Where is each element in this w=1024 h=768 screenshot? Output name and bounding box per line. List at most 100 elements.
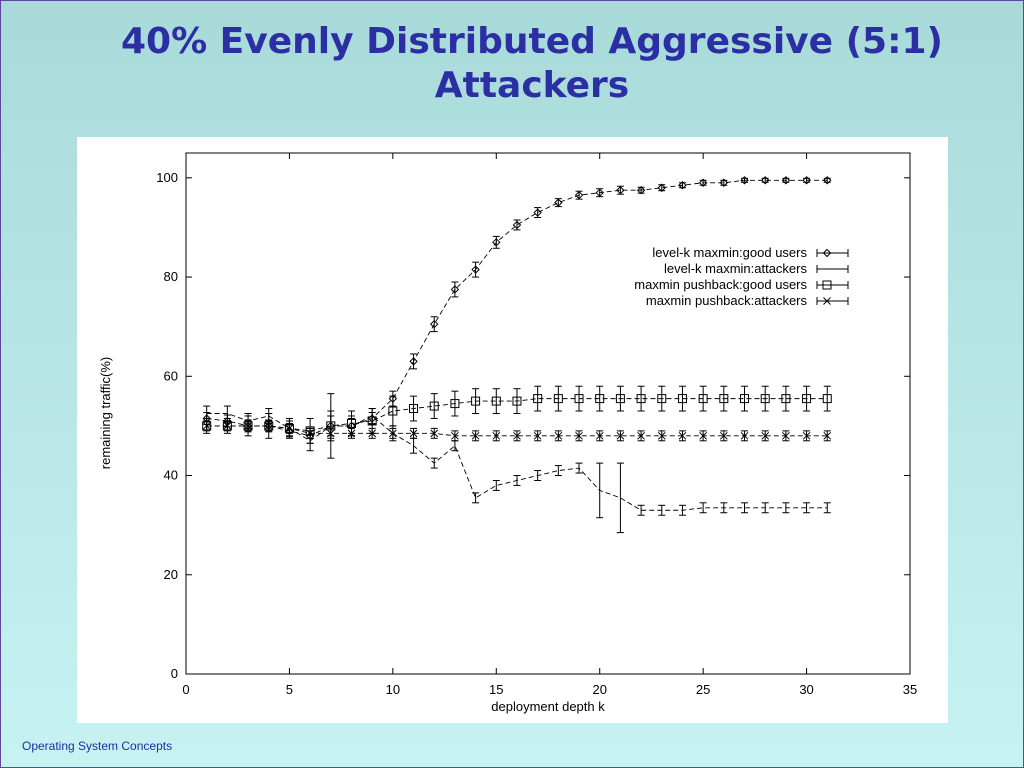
series-1-errorbar-11 (430, 457, 438, 469)
series-3-point-6 (326, 429, 335, 438)
series-3-point-17 (554, 431, 563, 440)
series-3-point-7-b (347, 429, 356, 438)
series-3-point-16 (533, 431, 542, 440)
series-3-point-22 (657, 431, 666, 440)
series-3-point-25-b (719, 431, 728, 440)
series-0-point-21 (636, 186, 646, 195)
series-2-point-8 (367, 416, 377, 426)
series-3-point-8 (368, 429, 377, 438)
series-1-errorbar-19 (596, 462, 604, 519)
series-1-errorbar-30 (823, 502, 831, 514)
series-1-errorbar-21 (637, 504, 645, 516)
series-0-errorbar-28 (782, 177, 790, 183)
legend-label-3: maxmin pushback:attackers (646, 293, 808, 308)
slide-title: 40% Evenly Distributed Aggressive (5:1) … (0, 20, 1024, 108)
series-1 (203, 393, 831, 534)
series-1-errorbar-24 (699, 502, 707, 514)
series-2-point-18 (574, 394, 584, 404)
series-3-point-14 (492, 431, 501, 440)
series-3-point-21 (637, 431, 645, 440)
series-3-point-12 (451, 431, 459, 440)
series-3-point-23-b (678, 431, 687, 440)
series-3-point-29-b (802, 431, 811, 440)
series-3-point-15-b (513, 431, 521, 440)
series-1-errorbar-23 (678, 504, 686, 516)
series-3-point-28-b (782, 431, 790, 440)
series-2-errorbar-22 (658, 385, 666, 412)
series-3-point-30 (823, 431, 832, 440)
series-3-point-1-b (223, 422, 232, 430)
series-0-point-11 (430, 319, 439, 329)
series-3-point-26-b (740, 431, 749, 440)
plot-frame (185, 152, 911, 675)
footer-text: Operating System Concepts (22, 739, 173, 753)
series-3-point-17-b (554, 431, 563, 440)
series-2-errorbar-14 (492, 388, 500, 414)
legend-marker-2 (822, 280, 832, 290)
series-1-errorbar-17 (554, 465, 562, 477)
series-3-point-22-b (657, 431, 666, 440)
series-1-line (206, 413, 828, 511)
series-3-point-12-b (451, 431, 459, 440)
series-2-errorbar-20 (616, 385, 624, 412)
series-1-errorbar-25 (720, 502, 728, 514)
series-0-errorbar-17 (554, 198, 562, 208)
series-2-point-23 (677, 394, 687, 404)
series-3-point-18-b (575, 431, 583, 440)
series-3-point-5 (306, 429, 314, 438)
legend-label-2: maxmin pushback:good users (634, 277, 807, 292)
y-axis-label: remaining traffic(%) (98, 357, 113, 469)
series-2-errorbar-24 (699, 385, 707, 412)
series-2-point-10 (409, 404, 419, 414)
series-3-point-4-b (285, 424, 294, 433)
y-tick-label-3: 60 (164, 368, 178, 383)
series-0-errorbar-27 (761, 177, 769, 183)
chart-panel: 0 5 10 15 20 25 30 35 0 20 40 60 80 100 deployment d… (77, 137, 948, 723)
series-3-point-30-b (823, 431, 832, 440)
series-0-errorbar-18 (575, 190, 583, 200)
series-3 (202, 420, 832, 442)
series-0-point-22 (657, 183, 666, 192)
series-2-point-28 (781, 394, 791, 404)
series-3-point-26 (740, 431, 749, 440)
series-0-point-20 (616, 186, 625, 195)
series-0-errorbar-24 (699, 179, 707, 186)
series-1-errorbar-27 (761, 502, 769, 514)
series-2-errorbar-23 (678, 385, 686, 412)
series-2-point-22 (657, 394, 667, 404)
series-2-point-25 (719, 394, 729, 404)
series-2-point-24 (698, 394, 708, 404)
series-3-point-6-b (326, 429, 335, 438)
x-axis-label: deployment depth k (491, 699, 605, 714)
series-0-point-23 (678, 181, 687, 190)
legend-marker-3-b (823, 297, 831, 305)
series-1-errorbar-20 (616, 462, 624, 534)
series-layer (202, 176, 832, 534)
series-2-errorbar-19 (596, 385, 604, 412)
series-2-point-15 (512, 396, 522, 406)
series-2-errorbar-26 (741, 385, 749, 412)
series-3-point-29 (802, 431, 811, 440)
series-2-point-30 (822, 394, 832, 404)
series-3-point-10-b (409, 429, 418, 438)
series-0-point-15 (512, 220, 522, 230)
legend-label-0: level-k maxmin:good users (652, 245, 807, 260)
series-3-point-24 (699, 431, 707, 440)
series-2-errorbar-18 (575, 385, 583, 412)
y-tick-label-4: 80 (164, 269, 178, 284)
series-3-point-0 (202, 422, 211, 430)
series-1-errorbar-14 (492, 479, 500, 491)
series-2-point-11 (429, 401, 439, 411)
series-3-point-1 (223, 422, 232, 430)
y-axis-ticks: 0 20 40 60 80 100 (156, 170, 910, 681)
x-tick-label-6: 30 (799, 682, 813, 697)
series-2-point-26 (740, 394, 750, 404)
legend-entry-0: level-k maxmin:good users (652, 245, 849, 260)
series-1-errorbar-26 (741, 502, 749, 514)
x-tick-label-5: 25 (696, 682, 710, 697)
series-2-point-21 (636, 394, 646, 404)
series-2-point-7 (346, 418, 356, 428)
series-1-errorbar-16 (534, 470, 542, 481)
series-2-point-20 (615, 394, 625, 404)
series-2-errorbar-15 (513, 388, 521, 414)
